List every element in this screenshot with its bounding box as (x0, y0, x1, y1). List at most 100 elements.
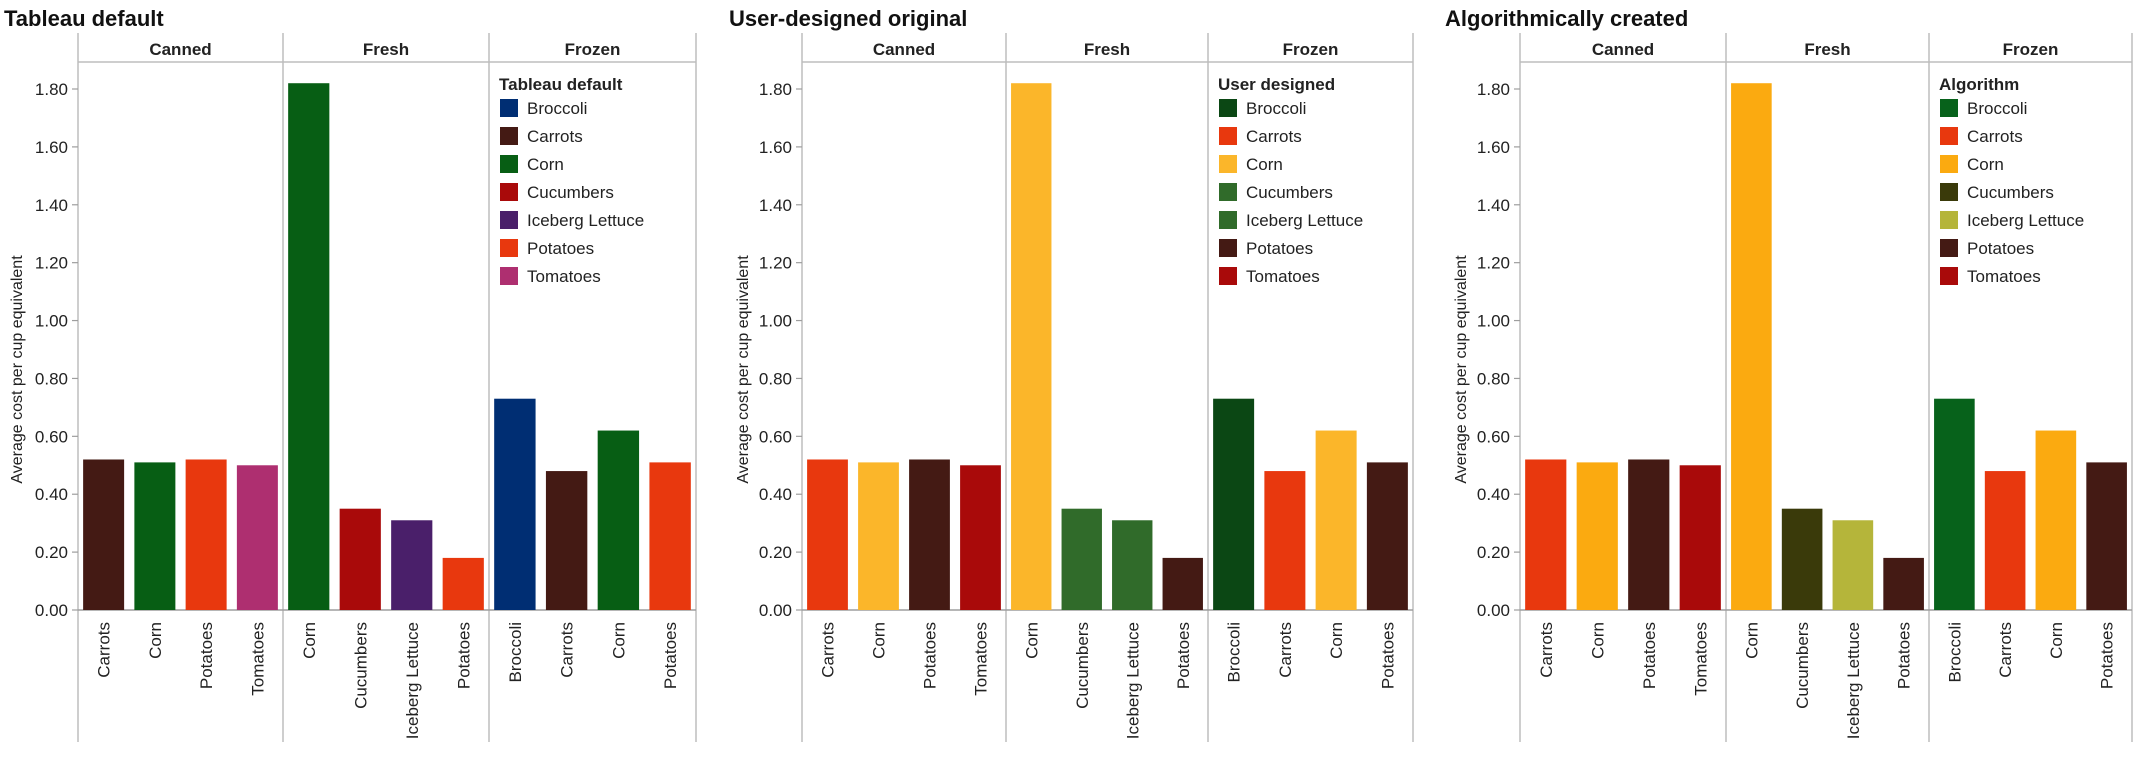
legend-title: User designed (1218, 75, 1335, 94)
bar (1264, 471, 1306, 610)
legend-swatch (500, 211, 518, 229)
bar (1934, 398, 1975, 610)
x-tick-label: Broccoli (1945, 622, 1964, 682)
y-tick-label: 1.40 (759, 196, 792, 215)
y-tick-label: 1.60 (759, 138, 792, 157)
y-tick-label: 0.60 (759, 427, 792, 446)
group-header: Fresh (1804, 40, 1850, 59)
bar (391, 520, 433, 610)
y-tick-label: 0.20 (35, 543, 68, 562)
bar (1112, 520, 1153, 610)
x-tick-label: Broccoli (506, 622, 525, 682)
y-tick-label: 0.80 (759, 369, 792, 388)
x-tick-label: Corn (1022, 622, 1041, 659)
legend-swatch (1219, 267, 1237, 285)
legend-label: Broccoli (1967, 99, 2027, 118)
bar (1576, 462, 1618, 610)
bar (1883, 557, 1924, 610)
legend-label: Cucumbers (1246, 183, 1333, 202)
bar (134, 462, 176, 610)
legend-label: Cucumbers (527, 183, 614, 202)
legend-title: Algorithm (1939, 75, 2019, 94)
y-tick-label: 1.60 (35, 138, 68, 157)
legend-label: Carrots (527, 127, 583, 146)
x-tick-label: Carrots (95, 622, 114, 678)
legend-label: Iceberg Lettuce (1967, 211, 2084, 230)
y-tick-label: 1.80 (1477, 80, 1510, 99)
y-tick-label: 1.40 (35, 196, 68, 215)
bar (236, 465, 278, 610)
legend-swatch (500, 239, 518, 257)
y-axis-label: Average cost per cup equivalent (735, 255, 752, 484)
x-tick-label: Tomatoes (248, 622, 267, 696)
y-tick-label: 0.40 (759, 485, 792, 504)
y-tick-label: 1.00 (759, 312, 792, 331)
y-tick-label: 0.00 (759, 601, 792, 620)
legend-swatch (500, 99, 518, 117)
legend-label: Corn (527, 155, 564, 174)
y-tick-label: 0.60 (1477, 427, 1510, 446)
bar (1366, 462, 1408, 610)
x-tick-label: Cucumbers (1073, 622, 1092, 709)
x-tick-label: Iceberg Lettuce (403, 622, 422, 739)
legend-label: Broccoli (1246, 99, 1306, 118)
group-header: Canned (149, 40, 211, 59)
x-tick-label: Iceberg Lettuce (1844, 622, 1863, 739)
bar (1781, 508, 1823, 610)
x-tick-label: Potatoes (2098, 622, 2117, 689)
bar (807, 459, 848, 610)
y-tick-label: 1.00 (1477, 312, 1510, 331)
x-tick-label: Corn (609, 622, 628, 659)
legend-swatch (1940, 155, 1958, 173)
bar (858, 462, 899, 610)
x-tick-label: Corn (1742, 622, 1761, 659)
x-tick-label: Tomatoes (1691, 622, 1710, 696)
bar (1984, 471, 2026, 610)
chart-title: Algorithmically created (1445, 6, 1688, 31)
legend-label: Potatoes (1967, 239, 2034, 258)
bar (83, 459, 125, 610)
x-tick-label: Tomatoes (972, 622, 991, 696)
bar (1315, 430, 1357, 610)
group-header: Fresh (1084, 40, 1130, 59)
x-tick-label: Potatoes (661, 622, 680, 689)
x-tick-label: Potatoes (454, 622, 473, 689)
legend-swatch (1219, 155, 1237, 173)
bar (649, 462, 691, 610)
x-tick-label: Corn (870, 622, 889, 659)
y-tick-label: 0.00 (35, 601, 68, 620)
bar (545, 471, 588, 610)
x-tick-label: Potatoes (1640, 622, 1659, 689)
legend-label: Cucumbers (1967, 183, 2054, 202)
bar (1731, 83, 1772, 610)
x-tick-label: Carrots (819, 622, 838, 678)
legend-label: Corn (1246, 155, 1283, 174)
x-tick-label: Corn (2047, 622, 2066, 659)
chart-panel: Algorithmically created Average cost per … (1445, 6, 2133, 742)
bar (1061, 508, 1102, 610)
chart-panel: User-designed original Average cost per c… (729, 6, 1414, 742)
bar (597, 430, 640, 610)
y-tick-label: 0.60 (35, 427, 68, 446)
x-tick-label: Potatoes (197, 622, 216, 689)
bar (288, 83, 330, 610)
bar (909, 459, 950, 610)
legend-swatch (1219, 239, 1237, 257)
y-tick-label: 0.80 (1477, 369, 1510, 388)
legend-swatch (1219, 211, 1237, 229)
bar (339, 508, 381, 610)
x-tick-label: Potatoes (921, 622, 940, 689)
legend-label: Corn (1967, 155, 2004, 174)
legend-label: Potatoes (527, 239, 594, 258)
legend-swatch (1219, 183, 1237, 201)
y-tick-label: 0.40 (35, 485, 68, 504)
y-tick-label: 0.80 (35, 369, 68, 388)
x-tick-label: Cucumbers (1793, 622, 1812, 709)
bar (1213, 398, 1255, 610)
bar (1162, 557, 1203, 610)
legend-label: Tomatoes (527, 267, 601, 286)
x-tick-label: Carrots (1537, 622, 1556, 678)
group-header: Canned (873, 40, 935, 59)
legend-swatch (1219, 99, 1237, 117)
bar (1011, 83, 1052, 610)
